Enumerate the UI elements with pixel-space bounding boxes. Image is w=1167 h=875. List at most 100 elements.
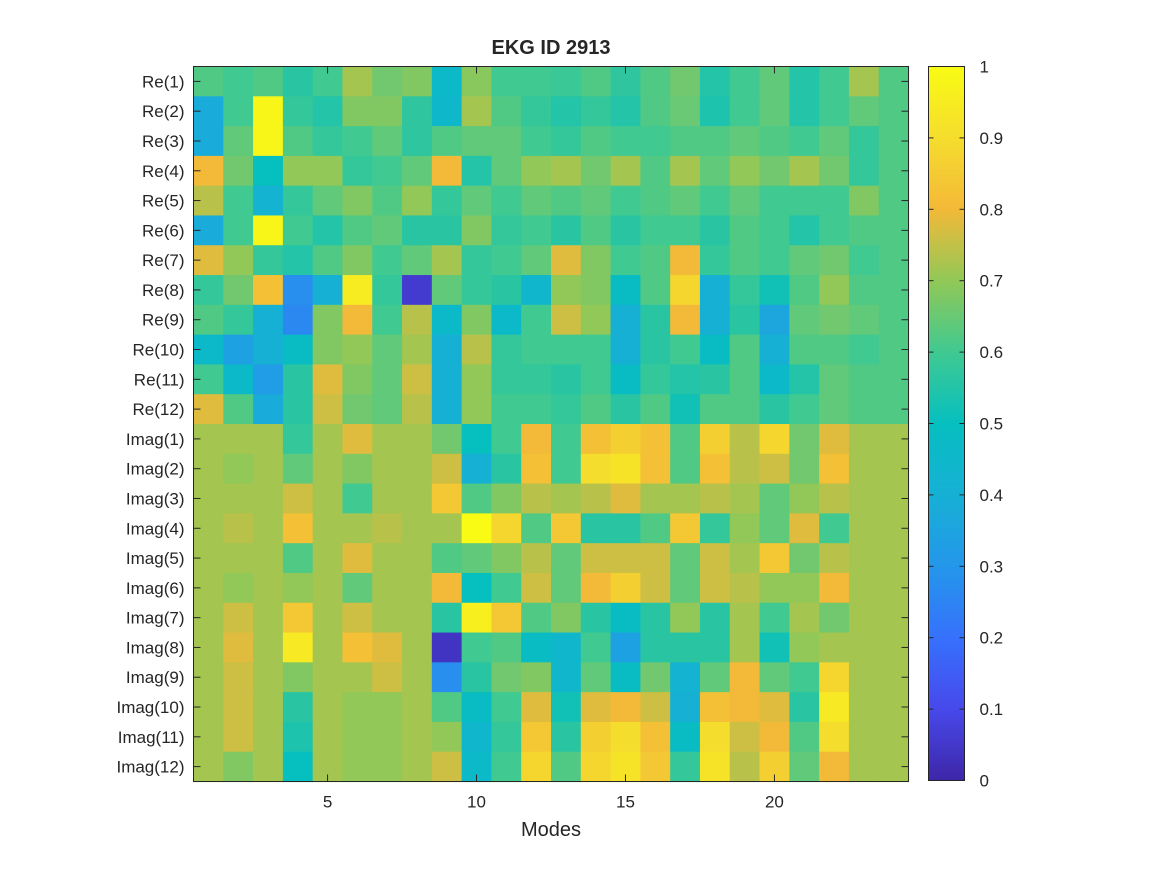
heatmap-cell: [253, 632, 284, 663]
heatmap-cell: [580, 185, 612, 217]
heatmap-cell: [521, 483, 552, 514]
heatmap-cell: [610, 483, 641, 514]
heatmap-cell: [551, 364, 582, 395]
heatmap-cell: [580, 275, 612, 306]
heatmap-cell: [461, 572, 493, 604]
heatmap-cell: [372, 513, 403, 544]
heatmap-cell: [223, 155, 254, 187]
heatmap-cell: [342, 304, 373, 336]
heatmap-cell: [461, 185, 493, 217]
heatmap-cell: [372, 453, 403, 485]
heatmap-cell: [372, 543, 403, 574]
colorbar-tick-label: 0.5: [980, 415, 1004, 434]
heatmap-cell: [491, 364, 522, 395]
heatmap-cell: [580, 662, 612, 693]
heatmap-cell: [848, 364, 880, 395]
heatmap-cell: [819, 96, 850, 127]
heatmap-cell: [551, 215, 582, 246]
heatmap-cell: [521, 453, 552, 485]
heatmap-cell: [253, 602, 284, 634]
colorbar-tick-label: 0.8: [980, 200, 1004, 219]
heatmap-cell: [223, 275, 254, 306]
heatmap-cell: [848, 185, 880, 217]
heatmap-cell: [699, 632, 731, 663]
heatmap-cell: [521, 662, 552, 693]
heatmap-cell: [223, 572, 254, 604]
heatmap-cell: [342, 66, 373, 97]
heatmap-cell: [372, 215, 403, 246]
heatmap-cell: [461, 96, 493, 127]
heatmap-cell: [610, 662, 641, 693]
heatmap-cell: [610, 513, 641, 544]
heatmap-cell: [551, 96, 582, 127]
heatmap-cell: [699, 155, 731, 187]
heatmap-cell: [610, 334, 641, 366]
heatmap-cell: [223, 424, 254, 455]
heatmap-cell: [759, 215, 790, 246]
heatmap-cell: [670, 483, 701, 514]
heatmap-cell: [729, 364, 761, 395]
heatmap-cell: [759, 394, 790, 425]
heatmap-cell: [342, 245, 373, 276]
heatmap-cell: [580, 155, 612, 187]
y-tick-label: Re(8): [142, 281, 185, 300]
heatmap-cell: [282, 572, 314, 604]
heatmap-cell: [521, 394, 552, 425]
heatmap-cell: [491, 185, 522, 217]
y-tick-label: Re(11): [134, 370, 185, 389]
heatmap-cell: [223, 245, 254, 276]
heatmap-cell: [819, 304, 850, 336]
heatmap-cell: [223, 692, 254, 723]
heatmap-cell: [580, 66, 612, 97]
heatmap-cell: [819, 543, 850, 574]
heatmap-cell: [253, 721, 284, 753]
heatmap-cell: [848, 275, 880, 306]
heatmap-cell: [789, 692, 820, 723]
heatmap-cell: [610, 602, 641, 634]
heatmap-cell: [670, 632, 701, 663]
heatmap-cell: [282, 453, 314, 485]
heatmap-cell: [610, 185, 641, 217]
heatmap-cell: [312, 96, 344, 127]
colorbar-tick-label: 0.4: [980, 486, 1004, 505]
heatmap-cell: [729, 513, 761, 544]
heatmap-cell: [431, 751, 463, 783]
heatmap-cell: [819, 721, 850, 753]
y-tick-label: Re(4): [142, 162, 185, 181]
heatmap-cell: [759, 483, 790, 514]
y-tick-label: Re(7): [142, 251, 185, 270]
heatmap-cell: [402, 543, 433, 574]
heatmap-cell: [402, 692, 433, 723]
heatmap-cell: [580, 126, 612, 157]
heatmap-cell: [819, 394, 850, 425]
heatmap-cell: [729, 275, 761, 306]
heatmap-cell: [789, 66, 820, 97]
heatmap-cell: [402, 513, 433, 544]
heatmap-cell: [402, 572, 433, 604]
heatmap-cell: [610, 543, 641, 574]
heatmap-cell: [402, 632, 433, 663]
heatmap-cell: [312, 572, 344, 604]
x-axis-label: Modes: [521, 819, 581, 841]
heatmap-cell: [491, 394, 522, 425]
heatmap-cell: [819, 155, 850, 187]
y-tick-label: Imag(6): [126, 579, 185, 598]
heatmap-cell: [372, 721, 403, 753]
heatmap-cell: [223, 215, 254, 246]
heatmap-cell: [610, 215, 641, 246]
heatmap-cell: [431, 572, 463, 604]
heatmap-cell: [729, 304, 761, 336]
heatmap-cell: [312, 662, 344, 693]
heatmap-cell: [789, 364, 820, 395]
heatmap-cell: [580, 513, 612, 544]
y-tick-label: Imag(1): [126, 430, 185, 449]
heatmap-cell: [819, 632, 850, 663]
heatmap-cell: [848, 692, 880, 723]
heatmap-cell: [491, 96, 522, 127]
heatmap-cell: [223, 602, 254, 634]
heatmap-cell: [670, 394, 701, 425]
heatmap-cell: [312, 155, 344, 187]
y-tick-label: Imag(4): [126, 519, 185, 538]
heatmap-cell: [551, 394, 582, 425]
heatmap-cell: [699, 96, 731, 127]
